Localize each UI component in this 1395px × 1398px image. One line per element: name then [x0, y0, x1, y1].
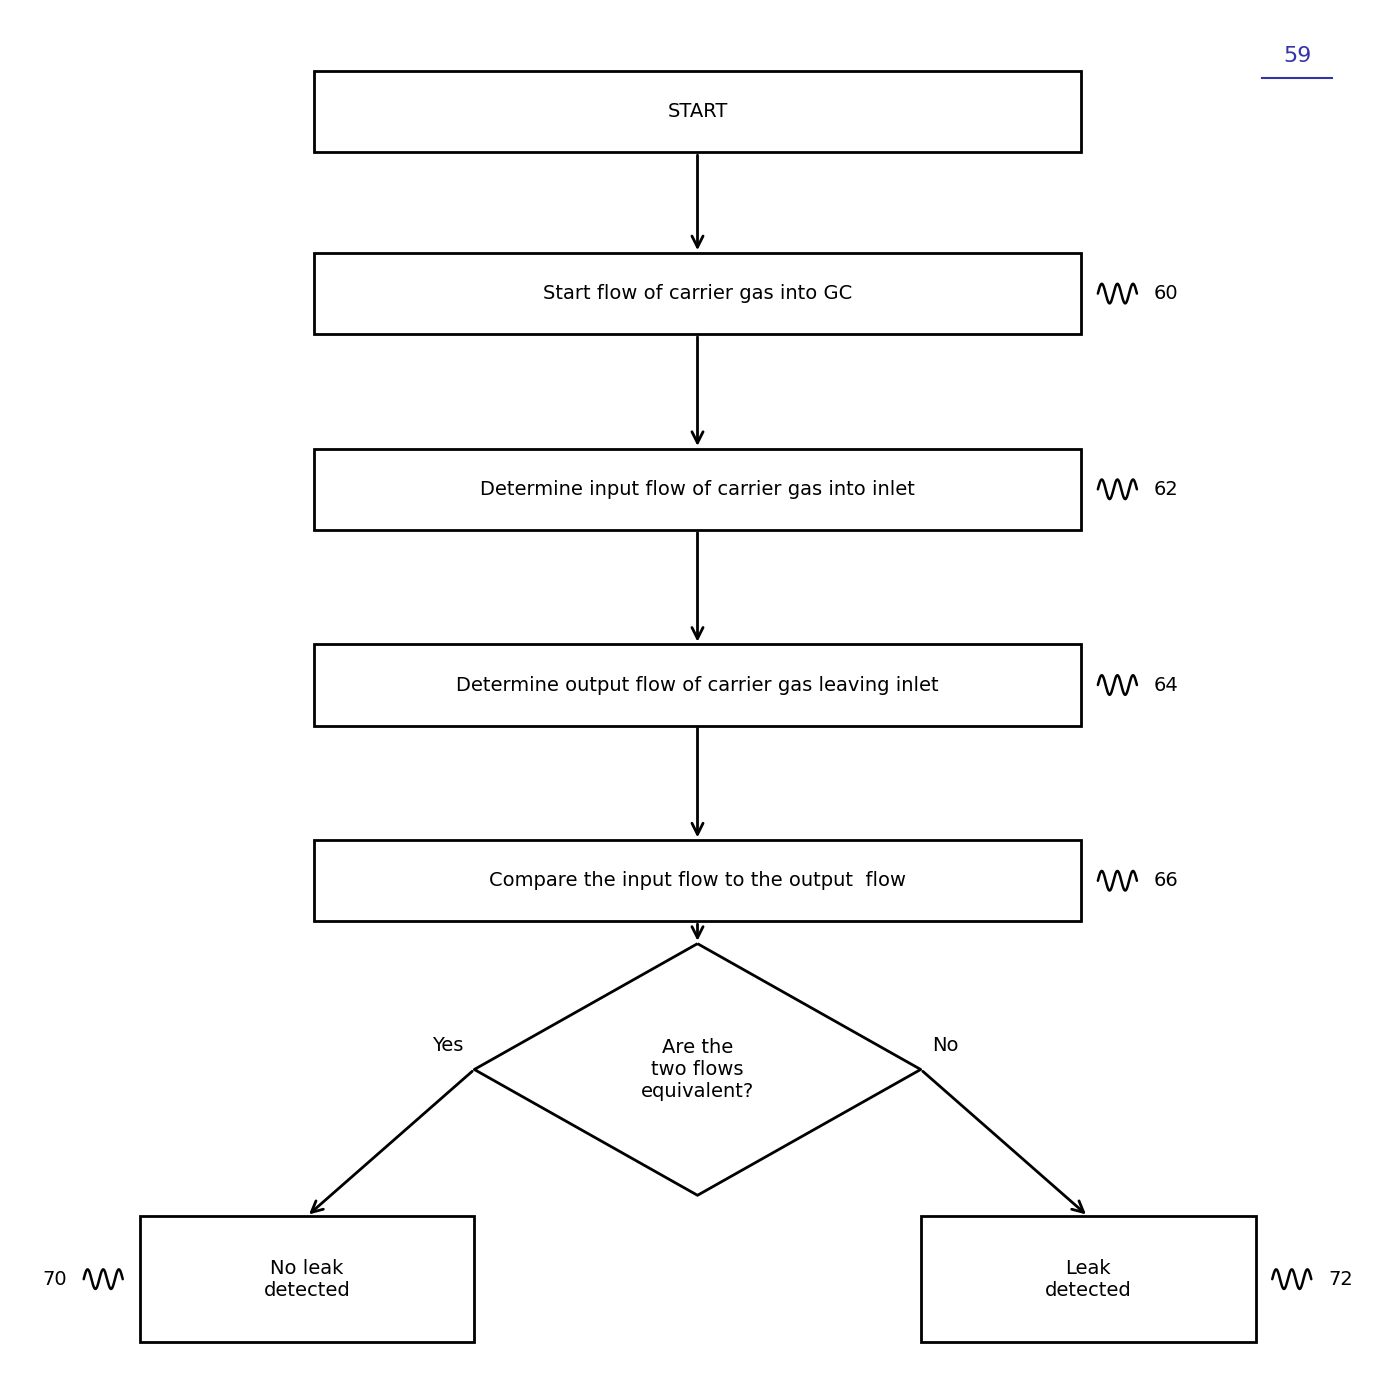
- Text: No: No: [932, 1036, 958, 1055]
- Text: Start flow of carrier gas into GC: Start flow of carrier gas into GC: [543, 284, 852, 303]
- Text: Determine output flow of carrier gas leaving inlet: Determine output flow of carrier gas lea…: [456, 675, 939, 695]
- Text: 60: 60: [1154, 284, 1179, 303]
- FancyBboxPatch shape: [140, 1216, 474, 1342]
- Text: Determine input flow of carrier gas into inlet: Determine input flow of carrier gas into…: [480, 480, 915, 499]
- Text: 62: 62: [1154, 480, 1179, 499]
- Text: Leak
detected: Leak detected: [1045, 1258, 1131, 1300]
- FancyBboxPatch shape: [921, 1216, 1256, 1342]
- Text: Yes: Yes: [432, 1036, 463, 1055]
- Text: 59: 59: [1283, 46, 1311, 66]
- Text: 64: 64: [1154, 675, 1179, 695]
- Text: 72: 72: [1328, 1269, 1353, 1289]
- FancyBboxPatch shape: [314, 644, 1081, 726]
- FancyBboxPatch shape: [314, 253, 1081, 334]
- Text: START: START: [667, 102, 728, 122]
- FancyBboxPatch shape: [314, 449, 1081, 530]
- Text: 70: 70: [42, 1269, 67, 1289]
- Text: No leak
detected: No leak detected: [264, 1258, 350, 1300]
- FancyBboxPatch shape: [314, 71, 1081, 152]
- Text: Compare the input flow to the output  flow: Compare the input flow to the output flo…: [490, 871, 905, 891]
- Text: Are the
two flows
equivalent?: Are the two flows equivalent?: [640, 1037, 755, 1102]
- FancyBboxPatch shape: [314, 840, 1081, 921]
- Text: 66: 66: [1154, 871, 1179, 891]
